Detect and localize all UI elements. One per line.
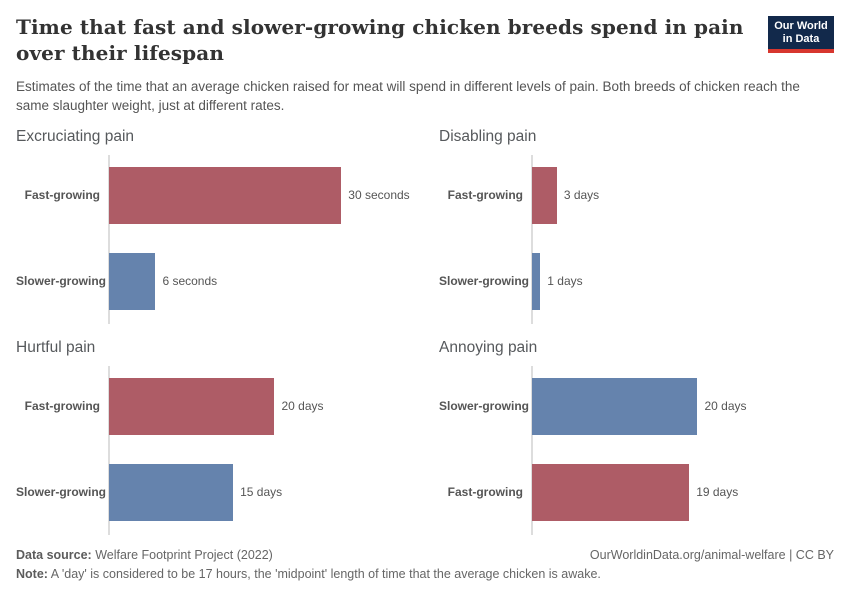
footer-source-row: Data source: Welfare Footprint Project (… (16, 548, 834, 562)
panel-title: Hurtful pain (16, 339, 96, 357)
y-axis-line (108, 366, 110, 536)
bar-area: 3 days (532, 166, 834, 224)
panel-hurtful-pain: Hurtful pain Fast-growing 20 days Slower… (16, 339, 411, 536)
bar-area: 6 seconds (109, 252, 411, 310)
bar-fast-growing (532, 166, 557, 224)
panel-plot: Fast-growing 30 seconds Slower-growing 6… (16, 152, 411, 325)
bar-row: Slower-growing 6 seconds (16, 238, 411, 324)
value-label: 20 days (281, 399, 324, 414)
bar-row: Slower-growing 15 days (16, 449, 411, 535)
bar-row: Slower-growing 20 days (439, 363, 834, 449)
bar-slower-growing (532, 377, 698, 435)
bar-area: 20 days (109, 377, 411, 435)
y-axis-line (108, 155, 110, 325)
bar-row: Fast-growing 19 days (439, 449, 834, 535)
header: Time that fast and slower-growing chicke… (16, 14, 834, 115)
bar-area: 19 days (532, 463, 834, 521)
bar-row: Fast-growing 30 seconds (16, 152, 411, 238)
bar-area: 1 days (532, 252, 834, 310)
panel-excruciating-pain: Excruciating pain Fast-growing 30 second… (16, 128, 411, 325)
value-label: 19 days (696, 485, 739, 500)
y-axis-line (531, 155, 533, 325)
page-title: Time that fast and slower-growing chicke… (16, 15, 744, 65)
category-label: Fast-growing (447, 188, 523, 203)
note-label: Note: (16, 567, 48, 582)
value-label: 15 days (240, 485, 283, 500)
value-label: 20 days (704, 399, 747, 414)
footer: Data source: Welfare Footprint Project (… (16, 548, 834, 581)
footer-note: Note: A 'day' is considered to be 17 hou… (16, 567, 834, 581)
panels-grid: Excruciating pain Fast-growing 30 second… (16, 128, 834, 536)
panel-plot: Slower-growing 20 days Fast-growing 19 d… (439, 363, 834, 536)
panel-plot: Fast-growing 3 days Slower-growing 1 day… (439, 152, 834, 325)
category-label: Slower-growing (16, 274, 106, 289)
bar-slower-growing (532, 252, 541, 310)
category-label: Fast-growing (24, 188, 100, 203)
bar-row: Fast-growing 3 days (439, 152, 834, 238)
panel-title: Annoying pain (439, 339, 538, 357)
bar-area: 15 days (109, 463, 411, 521)
bar-row: Slower-growing 1 days (439, 238, 834, 324)
value-label: 30 seconds (348, 188, 410, 203)
panel-title: Disabling pain (439, 128, 537, 146)
bar-area: 20 days (532, 377, 834, 435)
value-label: 6 seconds (162, 274, 218, 289)
category-label: Fast-growing (447, 485, 523, 500)
panel-annoying-pain: Annoying pain Slower-growing 20 days Fas… (439, 339, 834, 536)
bar-slower-growing (109, 463, 234, 521)
category-label: Slower-growing (439, 274, 529, 289)
category-label: Slower-growing (439, 399, 529, 414)
owid-logo-line1: Our World (774, 19, 828, 32)
bar-fast-growing (532, 463, 690, 521)
data-source-label: Data source: (16, 548, 92, 563)
data-source-value: Welfare Footprint Project (2022) (91, 548, 273, 563)
category-label: Slower-growing (16, 485, 106, 500)
value-label: 3 days (563, 188, 600, 203)
category-label: Fast-growing (24, 399, 100, 414)
value-label: 1 days (547, 274, 583, 289)
bar-area: 30 seconds (109, 166, 411, 224)
y-axis-line (531, 366, 533, 536)
panel-disabling-pain: Disabling pain Fast-growing 3 days Slowe… (439, 128, 834, 325)
owid-logo-line2: in Data (782, 32, 820, 45)
credit-line: OurWorldinData.org/animal-welfare | CC B… (589, 548, 834, 563)
data-source: Data source: Welfare Footprint Project (… (16, 548, 273, 562)
owid-logo: Our World in Data (768, 16, 834, 53)
bar-row: Fast-growing 20 days (16, 363, 411, 449)
chart-subtitle: Estimates of the time that an average ch… (16, 79, 800, 114)
bar-slower-growing (109, 252, 156, 310)
panel-title: Excruciating pain (16, 128, 135, 146)
panel-plot: Fast-growing 20 days Slower-growing 15 d… (16, 363, 411, 536)
bar-fast-growing (109, 166, 342, 224)
bar-fast-growing (109, 377, 275, 435)
note-value: A 'day' is considered to be 17 hours, th… (47, 567, 601, 582)
